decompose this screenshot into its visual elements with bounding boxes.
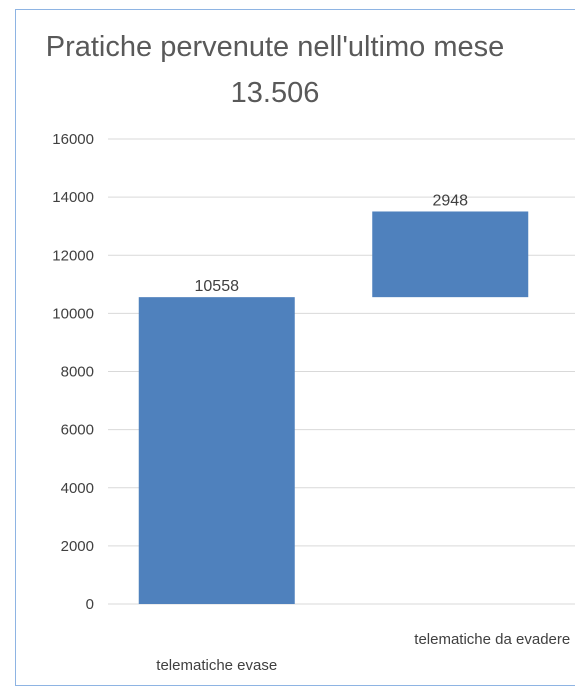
data-label-0: 10558 bbox=[195, 278, 240, 295]
y-tick-label-16000: 16000 bbox=[52, 131, 94, 148]
y-tick-label-4000: 4000 bbox=[61, 480, 94, 497]
y-tick-label-2000: 2000 bbox=[61, 538, 94, 555]
bar-0 bbox=[138, 297, 295, 604]
y-axis-ticks: 0 2000 4000 6000 8000 10000 12000 14000 16000 bbox=[52, 131, 94, 613]
y-tick-label-0: 0 bbox=[86, 596, 94, 613]
y-tick-label-8000: 8000 bbox=[61, 364, 94, 381]
category-label-0: telematiche evase bbox=[156, 657, 277, 674]
category-label-1: telematiche da evadere bbox=[414, 631, 570, 648]
y-tick-label-10000: 10000 bbox=[52, 305, 94, 322]
chart-title: Pratiche pervenute nell'ultimo mese 13.5… bbox=[45, 31, 505, 109]
bars bbox=[138, 211, 529, 604]
y-tick-label-6000: 6000 bbox=[61, 422, 94, 439]
y-tick-label-12000: 12000 bbox=[52, 247, 94, 264]
data-label-1: 2948 bbox=[432, 192, 468, 209]
data-labels: 10558 2948 bbox=[195, 192, 469, 295]
y-tick-label-14000: 14000 bbox=[52, 189, 94, 206]
category-labels: telematiche evase telematiche da evadere bbox=[156, 631, 570, 674]
bar-1 bbox=[372, 211, 529, 298]
chart-frame bbox=[15, 9, 575, 686]
